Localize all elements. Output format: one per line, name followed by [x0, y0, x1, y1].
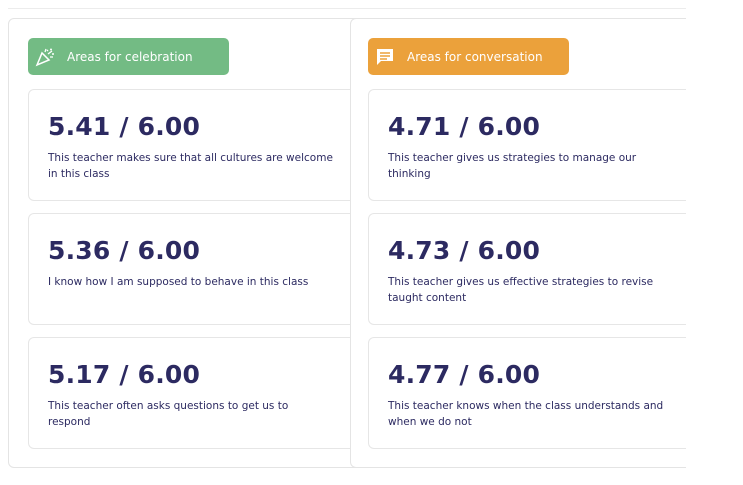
badge-title: Areas for conversation [407, 49, 543, 64]
score: 4.73 / 6.00 [388, 236, 541, 265]
viewport: Areas for celebration 5.41 / 6.00 This te… [8, 8, 686, 468]
score-card: 5.36 / 6.00 I know how I am supposed to b… [28, 213, 390, 325]
statement: I know how I am supposed to behave in th… [48, 276, 309, 288]
divider [8, 8, 686, 9]
chat-icon [377, 48, 393, 65]
score-card: 5.17 / 6.00 This teacher often asks quest… [28, 337, 390, 449]
score-card: 4.71 / 6.00 This teacher gives us strateg… [368, 89, 686, 201]
score-card: 4.77 / 6.00 This teacher knows when the c… [368, 337, 686, 449]
score: 4.71 / 6.00 [388, 112, 541, 141]
score-card: 4.73 / 6.00 This teacher gives us effecti… [368, 213, 686, 325]
conversation-panel: Areas for conversation 4.71 / 6.00 This t… [350, 18, 686, 468]
score: 5.36 / 6.00 [48, 236, 201, 265]
score: 4.77 / 6.00 [388, 360, 541, 389]
statement: This teacher gives us effective strategi… [388, 276, 654, 304]
badge-title: Areas for celebration [67, 49, 193, 64]
statement: This teacher knows when the class unders… [388, 400, 664, 428]
statement: This teacher makes sure that all culture… [48, 152, 333, 180]
party-icon [35, 48, 54, 66]
statement: This teacher often asks questions to get… [48, 400, 289, 428]
statement: This teacher gives us strategies to mana… [388, 152, 637, 180]
score: 5.17 / 6.00 [48, 360, 201, 389]
conversation-badge: Areas for conversation [368, 38, 569, 75]
celebration-badge: Areas for celebration [28, 38, 229, 75]
score-card: 5.41 / 6.00 This teacher makes sure that … [28, 89, 390, 201]
score: 5.41 / 6.00 [48, 112, 201, 141]
celebration-panel: Areas for celebration 5.41 / 6.00 This te… [8, 18, 390, 468]
